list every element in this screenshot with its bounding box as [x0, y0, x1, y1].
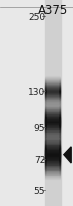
Bar	[45, 79, 60, 104]
Bar	[45, 116, 60, 128]
Bar	[45, 133, 60, 177]
Bar	[45, 117, 60, 127]
Text: 95: 95	[34, 123, 45, 132]
Bar	[45, 83, 60, 101]
Bar	[45, 114, 60, 130]
Bar	[45, 90, 60, 94]
Bar	[45, 139, 60, 171]
Bar	[45, 148, 60, 162]
Bar	[45, 113, 60, 131]
Text: 55: 55	[34, 186, 45, 195]
Bar	[45, 82, 60, 102]
Bar	[45, 138, 60, 171]
Bar	[45, 83, 60, 101]
Bar	[45, 80, 60, 104]
Bar	[45, 77, 60, 107]
Bar	[45, 112, 60, 132]
Bar	[45, 132, 60, 177]
Bar	[45, 154, 60, 156]
Bar	[45, 102, 60, 142]
Bar	[45, 0, 61, 206]
Bar	[45, 147, 60, 162]
Bar	[45, 118, 60, 125]
Bar	[45, 131, 60, 179]
Bar	[45, 103, 60, 140]
Bar	[45, 85, 60, 99]
Bar	[45, 143, 60, 166]
Bar	[45, 115, 60, 129]
Bar	[45, 81, 60, 103]
Bar	[45, 84, 60, 100]
Bar	[45, 140, 60, 170]
Text: 130: 130	[28, 87, 45, 96]
Bar	[45, 149, 60, 161]
Bar	[45, 78, 60, 105]
Bar	[45, 103, 60, 141]
Bar	[45, 121, 60, 123]
Bar	[45, 137, 60, 173]
Text: A375: A375	[37, 4, 68, 16]
Bar	[45, 114, 60, 130]
Bar	[45, 89, 60, 95]
Text: 72: 72	[34, 155, 45, 164]
Bar	[45, 151, 60, 159]
Bar	[45, 137, 60, 172]
Bar	[45, 104, 60, 140]
Text: 250: 250	[28, 13, 45, 21]
Bar	[45, 88, 60, 96]
Bar	[45, 110, 60, 134]
Bar	[45, 108, 60, 136]
Bar	[45, 120, 60, 124]
Bar	[45, 86, 60, 98]
Bar	[45, 111, 60, 133]
Bar	[45, 111, 60, 133]
Bar	[45, 91, 60, 93]
Bar	[45, 135, 60, 175]
Bar	[45, 152, 60, 158]
Bar	[45, 146, 60, 164]
Bar	[45, 153, 60, 157]
Bar	[45, 150, 60, 160]
Bar	[45, 142, 60, 167]
Bar	[45, 87, 60, 97]
Bar	[45, 141, 60, 169]
Bar	[45, 80, 60, 103]
Bar	[45, 142, 60, 168]
Bar	[45, 118, 60, 126]
Bar	[45, 79, 60, 105]
Bar	[45, 78, 60, 106]
Bar	[45, 101, 60, 143]
Bar	[45, 86, 60, 98]
Bar	[45, 88, 60, 96]
Bar	[45, 90, 60, 94]
Bar	[45, 91, 60, 92]
Bar	[45, 84, 60, 100]
Bar	[45, 107, 60, 137]
Polygon shape	[64, 147, 71, 163]
Bar	[45, 119, 60, 125]
Bar	[45, 85, 60, 99]
Bar	[45, 147, 60, 163]
Bar	[45, 106, 60, 138]
Bar	[45, 134, 60, 176]
Bar	[45, 77, 60, 107]
Bar	[45, 144, 60, 166]
Bar	[45, 81, 60, 102]
Bar	[45, 152, 60, 157]
Bar	[45, 106, 60, 138]
Bar	[45, 116, 60, 128]
Bar	[45, 132, 60, 178]
Bar	[45, 105, 60, 139]
Bar	[45, 121, 60, 123]
Bar	[45, 145, 60, 165]
Bar	[45, 89, 60, 95]
Bar	[45, 108, 60, 136]
Bar	[45, 87, 60, 97]
Bar	[45, 109, 60, 135]
Bar	[45, 136, 60, 174]
